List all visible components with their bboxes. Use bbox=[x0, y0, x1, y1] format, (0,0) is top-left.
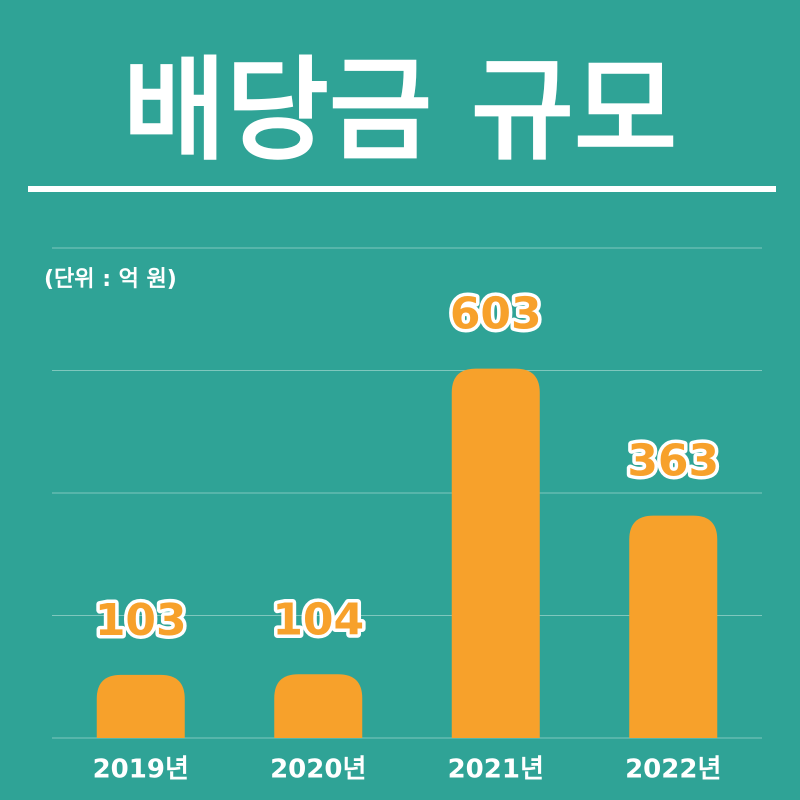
x-tick-label: 2021년 bbox=[448, 755, 544, 785]
value-label: 603 bbox=[450, 289, 542, 340]
bar bbox=[274, 674, 363, 738]
bar bbox=[96, 674, 185, 738]
bar bbox=[451, 368, 540, 738]
title-underline bbox=[28, 186, 776, 192]
x-tick-label: 2019년 bbox=[93, 755, 189, 785]
value-label: 103 bbox=[95, 595, 187, 646]
x-tick-label: 2020년 bbox=[270, 755, 366, 785]
chart-title: 배당금 규모 bbox=[123, 46, 677, 176]
value-label: 104 bbox=[272, 594, 364, 645]
x-tick-label: 2022년 bbox=[625, 755, 721, 785]
unit-label: (단위 : 억 원) bbox=[44, 267, 177, 292]
bar bbox=[629, 515, 718, 738]
value-label: 363 bbox=[627, 436, 719, 487]
